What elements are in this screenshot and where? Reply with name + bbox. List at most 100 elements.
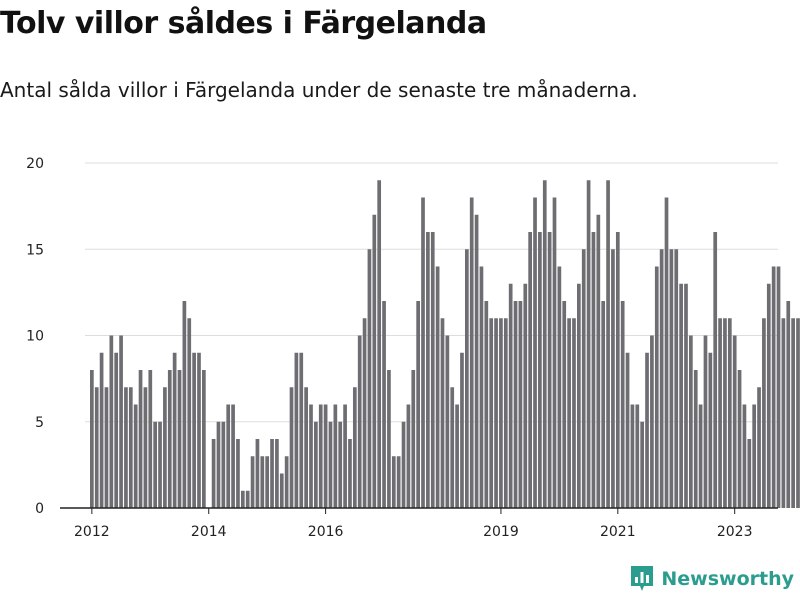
bar — [489, 318, 494, 508]
bar — [562, 301, 567, 508]
bar — [542, 180, 547, 508]
bar — [611, 249, 615, 508]
bar — [586, 180, 591, 508]
bar — [567, 318, 571, 508]
bar — [742, 404, 747, 508]
bar — [90, 370, 94, 508]
bar — [367, 249, 372, 508]
bar — [552, 197, 557, 508]
bar — [197, 352, 201, 508]
bar — [94, 387, 99, 508]
bar — [240, 490, 245, 508]
bar — [713, 232, 718, 508]
bar — [323, 404, 328, 508]
bar — [284, 456, 289, 508]
bar — [211, 439, 216, 508]
bar — [124, 387, 128, 508]
bar — [581, 249, 586, 508]
bar — [766, 283, 771, 508]
bar — [99, 352, 104, 508]
bar — [640, 421, 645, 508]
bar — [387, 370, 391, 508]
bar — [333, 404, 338, 508]
bar — [727, 318, 732, 508]
bar — [318, 404, 323, 508]
x-tick-label: 2014 — [191, 524, 227, 540]
bar — [703, 335, 708, 508]
bar — [464, 249, 469, 508]
y-tick-label: 15 — [26, 242, 44, 258]
bar — [455, 404, 459, 508]
bar — [615, 232, 620, 508]
bar — [474, 214, 479, 508]
bar — [294, 352, 299, 508]
bar — [114, 352, 119, 508]
x-tick-label: 2016 — [308, 524, 344, 540]
bar — [255, 439, 260, 508]
brand-logo: Newsworthy — [629, 564, 794, 594]
bar — [119, 335, 123, 508]
bar — [645, 352, 649, 508]
bar — [445, 335, 450, 508]
y-tick-label: 20 — [26, 156, 44, 172]
bar — [669, 249, 674, 508]
bar — [708, 352, 713, 508]
bar — [557, 266, 562, 508]
bar — [693, 370, 698, 508]
bar — [572, 318, 576, 508]
bar — [771, 266, 776, 508]
bar — [781, 318, 786, 508]
bar — [757, 387, 761, 508]
bar — [786, 301, 791, 508]
bar — [187, 318, 192, 508]
bar — [401, 421, 406, 508]
bar — [357, 335, 362, 508]
bar — [796, 318, 800, 508]
bars — [90, 180, 800, 508]
bar — [163, 387, 167, 508]
bar — [250, 456, 255, 508]
bar — [202, 370, 206, 508]
bar — [596, 214, 601, 508]
bar — [620, 301, 625, 508]
bar — [718, 318, 722, 508]
bar — [396, 456, 401, 508]
bar — [260, 456, 265, 508]
bar — [747, 439, 752, 508]
bar — [523, 283, 528, 508]
bar — [538, 232, 542, 508]
bar — [533, 197, 537, 508]
bar — [177, 370, 182, 508]
bar — [133, 404, 138, 508]
bar — [421, 197, 425, 508]
bar — [450, 387, 455, 508]
y-tick-label: 10 — [26, 329, 44, 345]
bar — [382, 301, 386, 508]
bar — [601, 301, 606, 508]
bar — [689, 335, 693, 508]
page-subtitle: Antal sålda villor i Färgelanda under de… — [0, 78, 638, 102]
x-tick-label: 2019 — [483, 524, 519, 540]
bar — [762, 318, 766, 508]
bar — [109, 335, 114, 508]
bar — [289, 387, 294, 508]
bar — [148, 370, 153, 508]
x-tick-label: 2012 — [74, 524, 110, 540]
newsworthy-logo-icon — [631, 566, 654, 591]
bar — [659, 249, 664, 508]
bar — [518, 301, 523, 508]
bar — [435, 266, 440, 508]
bar — [138, 370, 143, 508]
bar — [406, 404, 411, 508]
bar — [479, 266, 484, 508]
brand-name: Newsworthy — [661, 568, 794, 590]
bar — [469, 197, 474, 508]
axes — [60, 507, 778, 514]
y-tick-label: 5 — [35, 415, 44, 431]
bar — [499, 318, 503, 508]
bar — [654, 266, 659, 508]
bar — [172, 352, 177, 508]
bar — [776, 266, 781, 508]
bar — [606, 180, 610, 508]
bar — [508, 283, 513, 508]
